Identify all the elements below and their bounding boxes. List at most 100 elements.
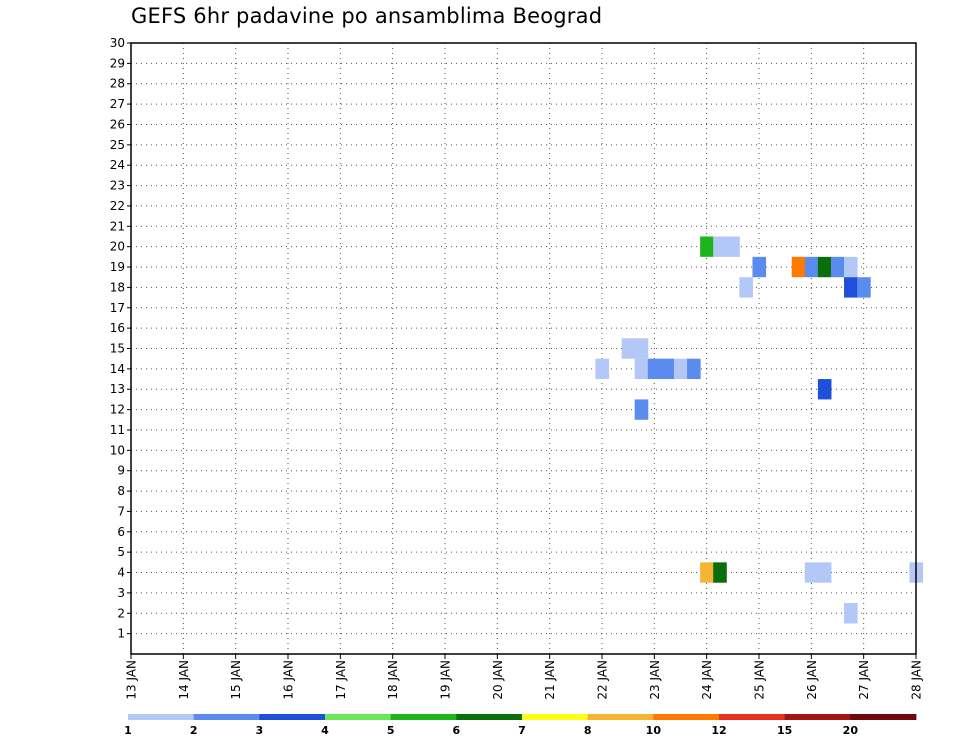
heatmap-cell	[857, 277, 871, 298]
heatmap-cell	[660, 358, 675, 380]
colorbar-label: 4	[321, 724, 329, 737]
y-tick-label: 27	[110, 97, 125, 111]
y-tick-label: 5	[117, 545, 125, 559]
y-tick-label: 6	[117, 525, 125, 539]
y-tick-label: 17	[110, 301, 125, 315]
y-tick-label: 30	[110, 36, 125, 50]
y-tick-label: 15	[110, 342, 125, 356]
y-tick-label: 1	[117, 627, 125, 641]
heatmap-cell	[595, 358, 610, 380]
x-tick-label: 18 JAN	[386, 660, 400, 700]
heatmap-cell	[844, 277, 858, 298]
y-tick-label: 22	[110, 199, 125, 213]
x-tick-label: 20 JAN	[491, 660, 505, 700]
heatmap-cell	[634, 338, 649, 359]
x-tick-label: 16 JAN	[282, 660, 296, 700]
x-tick-label: 13 JAN	[125, 660, 139, 700]
heatmap-cell	[817, 379, 832, 400]
y-tick-label: 2	[117, 606, 125, 620]
colorbar-segment	[390, 714, 457, 720]
heatmap-cell	[817, 256, 832, 278]
x-tick-label: 26 JAN	[805, 660, 819, 700]
heatmap-cell	[791, 256, 806, 278]
colorbar-label: 1	[124, 724, 132, 737]
y-tick-label: 29	[110, 56, 125, 70]
x-tick-label: 24 JAN	[700, 660, 714, 700]
y-tick-label: 23	[110, 179, 125, 193]
colorbar-label: 10	[646, 724, 662, 737]
heatmap-cell	[804, 562, 819, 583]
y-tick-label: 16	[110, 321, 125, 335]
y-tick-label: 19	[110, 260, 125, 274]
y-tick-label: 26	[110, 117, 125, 131]
x-tick-label: 27 JAN	[857, 660, 871, 700]
chart-title: GEFS 6hr padavine po ansamblima Beograd	[131, 4, 603, 28]
colorbar-label: 8	[584, 724, 592, 737]
y-tick-label: 24	[110, 158, 125, 172]
heatmap-cell	[687, 358, 701, 380]
y-tick-label: 8	[117, 484, 125, 498]
heatmap-cell	[726, 236, 740, 257]
y-tick-label: 4	[117, 566, 125, 580]
colorbar-label: 2	[190, 724, 198, 737]
colorbar-segment	[653, 714, 720, 720]
y-tick-label: 13	[110, 382, 125, 396]
heatmap-cell	[621, 338, 636, 359]
colorbar-label: 5	[387, 724, 395, 737]
colorbar-segment	[456, 714, 523, 720]
heatmap-cell	[634, 399, 649, 420]
x-tick-label: 14 JAN	[177, 660, 191, 700]
heatmap-cell	[817, 562, 832, 583]
colorbar-segment	[719, 714, 786, 720]
y-tick-label: 9	[117, 464, 125, 478]
heatmap-cell	[844, 256, 858, 278]
y-tick-label: 28	[110, 77, 125, 91]
plot-frame	[130, 42, 917, 655]
heatmap-cell	[673, 358, 688, 380]
colorbar-label: 20	[843, 724, 859, 737]
heatmap-cell	[647, 358, 662, 380]
colorbar-segment	[850, 714, 917, 720]
heatmap-cell	[634, 358, 649, 380]
colorbar-segment	[259, 714, 326, 720]
heatmap-cell	[739, 277, 753, 298]
y-tick-label: 21	[110, 219, 125, 233]
heatmap-cell	[700, 236, 714, 257]
colorbar-segment	[325, 714, 392, 720]
heatmap-cell	[713, 562, 727, 583]
heatmap-cell	[700, 562, 714, 583]
x-tick-label: 25 JAN	[753, 660, 767, 700]
colorbar-segment	[587, 714, 654, 720]
colorbar-label: 15	[777, 724, 792, 737]
y-tick-label: 7	[117, 504, 125, 518]
heatmap-cell	[713, 236, 727, 257]
colorbar-segment	[522, 714, 589, 720]
y-tick-label: 25	[110, 138, 125, 152]
colorbar-segment	[784, 714, 851, 720]
y-tick-label: 11	[110, 423, 125, 437]
x-tick-label: 21 JAN	[543, 660, 557, 700]
x-tick-label: 28 JAN	[910, 660, 924, 700]
heatmap-cell	[804, 256, 819, 278]
y-tick-label: 10	[110, 443, 125, 457]
colorbar-segment	[128, 714, 195, 720]
x-tick-label: 23 JAN	[648, 660, 662, 700]
x-tick-label: 22 JAN	[596, 660, 610, 700]
colorbar-label: 7	[518, 724, 526, 737]
y-tick-label: 18	[110, 280, 125, 294]
y-tick-label: 3	[117, 586, 125, 600]
colorbar-label: 6	[453, 724, 461, 737]
heatmap-cell	[752, 256, 767, 278]
colorbar-label: 12	[711, 724, 726, 737]
x-tick-label: 17 JAN	[334, 660, 348, 700]
heatmap-cell	[844, 603, 858, 624]
x-tick-label: 15 JAN	[229, 660, 243, 700]
y-tick-label: 20	[110, 240, 125, 254]
y-tick-label: 12	[110, 403, 125, 417]
y-tick-label: 14	[110, 362, 125, 376]
colorbar-label: 3	[256, 724, 264, 737]
colorbar-segment	[193, 714, 260, 720]
heatmap-cell	[830, 256, 845, 278]
x-tick-label: 19 JAN	[439, 660, 453, 700]
